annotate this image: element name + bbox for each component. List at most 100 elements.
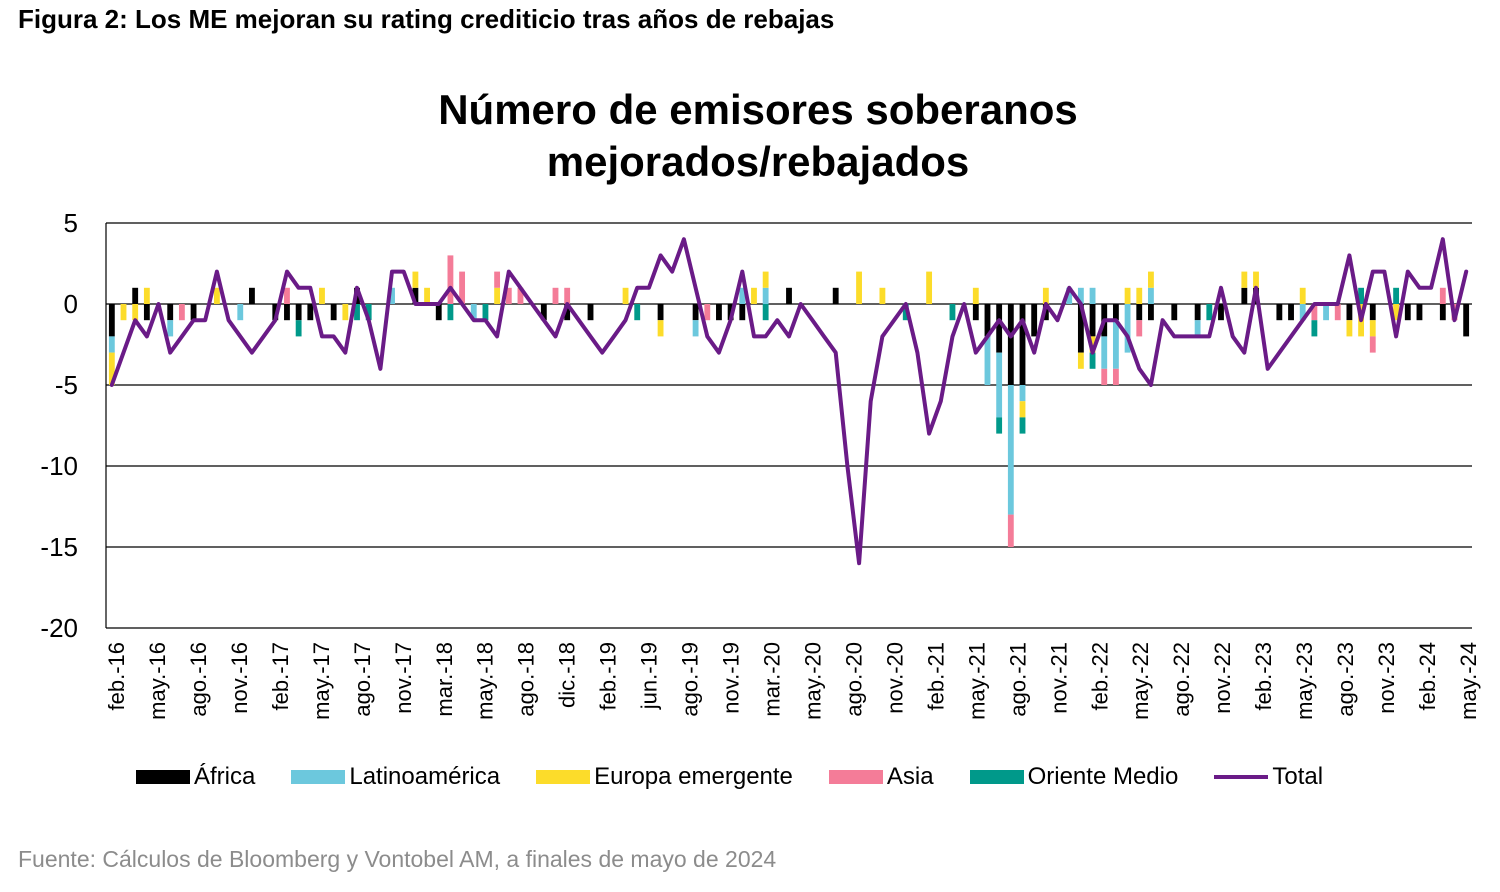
x-tick-label: nov.-17 xyxy=(391,642,416,714)
bar-segment xyxy=(1148,304,1154,321)
x-tick-label: nov.-21 xyxy=(1046,642,1071,714)
chart-title: Número de emisores soberanos mejorados/r… xyxy=(110,84,1406,188)
bar-segment xyxy=(1311,320,1318,337)
bar-segment xyxy=(996,417,1003,434)
y-tick-label: -20 xyxy=(40,613,78,643)
bar-segment xyxy=(1148,287,1154,304)
bar-segment xyxy=(1124,304,1131,353)
legend-item-asia: Asia xyxy=(828,763,934,791)
bar-segment xyxy=(996,352,1003,418)
bar-segment xyxy=(435,304,442,321)
x-tick-label: ago.-21 xyxy=(1005,642,1030,717)
legend-swatch-oriente-medio xyxy=(969,770,1024,784)
bar-segment xyxy=(657,320,664,337)
bar-segment xyxy=(786,287,792,304)
y-tick-label: -15 xyxy=(40,532,78,562)
bar-segment xyxy=(1194,304,1201,321)
bar-segment xyxy=(1241,287,1248,304)
x-tick-label: may.-24 xyxy=(1456,642,1481,720)
bar-segment xyxy=(751,287,757,304)
bar-segment xyxy=(1101,368,1108,385)
bar-segment xyxy=(1393,287,1400,304)
bar-segment xyxy=(1253,271,1259,288)
bar-segment xyxy=(295,320,302,337)
bar-segment xyxy=(120,304,127,321)
bar-segment xyxy=(1112,368,1119,385)
bar-segment xyxy=(1031,304,1038,337)
bar-segment xyxy=(1019,385,1026,402)
bar-segment xyxy=(587,304,594,321)
x-tick-label: feb.-24 xyxy=(1415,642,1440,711)
bar-segment xyxy=(1089,304,1096,337)
bar-segment xyxy=(1019,304,1026,385)
x-tick-label: ago.-16 xyxy=(186,642,211,717)
total-line xyxy=(109,237,1469,566)
y-tick-label: 0 xyxy=(64,289,78,319)
source-note: Fuente: Cálculos de Bloomberg y Vontobel… xyxy=(18,846,777,872)
bar-segment xyxy=(926,271,933,304)
bar-segment xyxy=(190,304,197,321)
bar-segment xyxy=(1171,304,1178,321)
x-tick-label: feb.-22 xyxy=(1087,642,1112,711)
bar-segment xyxy=(1101,336,1108,369)
y-tick-label: -10 xyxy=(40,451,78,481)
bar-segment xyxy=(1276,304,1283,321)
bar-segment xyxy=(1077,304,1084,353)
bar-segment xyxy=(249,287,255,304)
bar-segment xyxy=(132,287,139,304)
legend-item-latinoamerica: Latinoamérica xyxy=(291,763,500,791)
bar-segment xyxy=(167,304,174,321)
x-tick-label: may.-23 xyxy=(1292,642,1317,720)
bar-segment xyxy=(984,304,991,337)
legend-label-africa: África xyxy=(194,763,256,790)
bar-segment xyxy=(284,287,290,304)
bar-segment xyxy=(1077,287,1084,304)
bar-segment xyxy=(1112,320,1119,369)
bar-segment xyxy=(716,304,722,321)
bar-segment xyxy=(1194,320,1201,337)
legend-label-oriente-medio: Oriente Medio xyxy=(1027,763,1179,790)
bar-segment xyxy=(108,352,115,385)
bar-segment xyxy=(996,304,1003,353)
bar-segment xyxy=(365,304,372,321)
bar-segment xyxy=(1218,304,1224,321)
bar-segment xyxy=(1299,287,1306,304)
bar-segment xyxy=(1299,304,1306,321)
bar-segment xyxy=(1206,304,1213,321)
x-tick-label: may.-21 xyxy=(964,642,989,720)
chart-title-line-1: Número de emisores soberanos xyxy=(438,86,1078,133)
bar-segment xyxy=(354,304,360,321)
x-tick-label: nov.-20 xyxy=(882,642,907,714)
bar-segment xyxy=(1369,304,1376,321)
x-tick-label: feb.-19 xyxy=(596,642,621,711)
x-tick-label: ago.-20 xyxy=(842,642,867,717)
bar-segment xyxy=(459,271,466,304)
x-tick-label: mar.-20 xyxy=(760,642,785,717)
bar-segment xyxy=(1136,287,1143,304)
legend-label-total: Total xyxy=(1272,763,1324,790)
bar-segment xyxy=(832,287,839,304)
bar-segment xyxy=(1007,385,1014,515)
x-tick-label: dic.-18 xyxy=(555,642,580,708)
legend-swatch-latinoamerica xyxy=(291,770,346,784)
bar-segment xyxy=(494,271,501,288)
legend-item-africa: África xyxy=(136,763,255,791)
bar-segment xyxy=(657,304,664,321)
bar-segment xyxy=(143,304,150,321)
bar-segment xyxy=(1346,320,1353,337)
bar-segment xyxy=(319,287,325,304)
x-tick-label: ago.-18 xyxy=(514,642,539,717)
bar-segment xyxy=(1404,304,1411,321)
bar-segment xyxy=(1066,287,1073,304)
x-tick-label: ago.-23 xyxy=(1333,642,1358,717)
bar-segment xyxy=(1311,304,1318,321)
x-tick-label: ago.-22 xyxy=(1169,642,1194,717)
bar-segment xyxy=(704,304,711,321)
bar-segment xyxy=(1439,304,1446,321)
legend-item-oriente-medio: Oriente Medio xyxy=(969,763,1179,791)
bar-segment xyxy=(517,287,524,304)
x-tick-label: may.-18 xyxy=(473,642,498,720)
legend: África Latinoamérica Europa emergente As… xyxy=(136,762,1359,792)
bar-segment xyxy=(949,304,956,321)
